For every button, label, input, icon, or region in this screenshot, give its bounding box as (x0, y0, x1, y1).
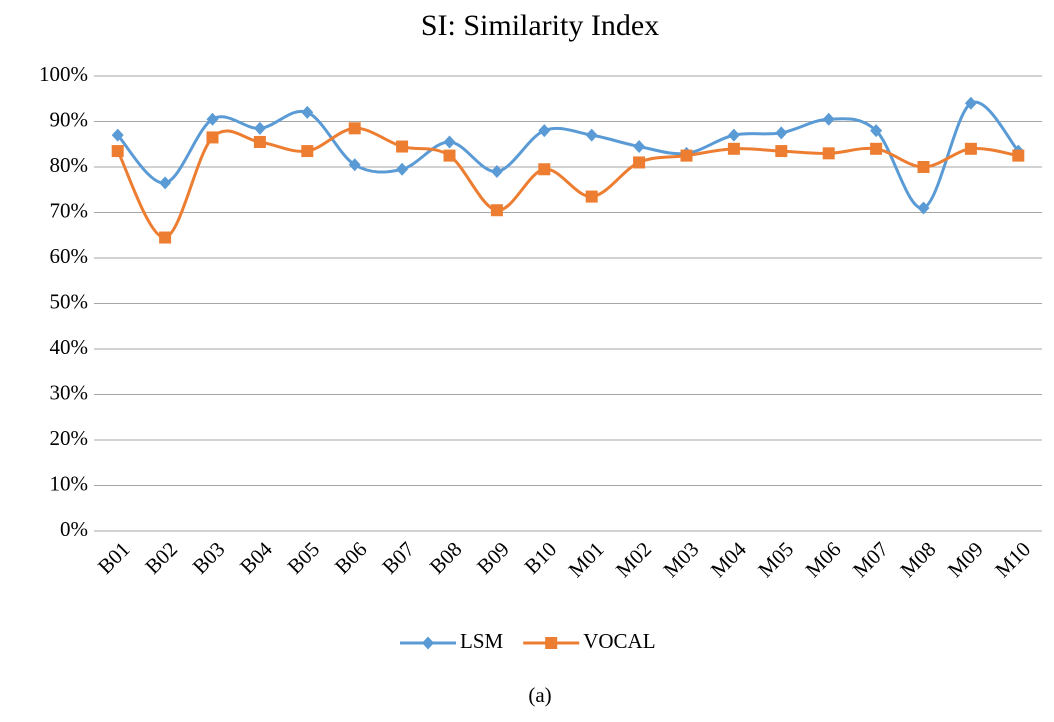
y-tick-label: 50% (50, 289, 89, 313)
marker (159, 176, 172, 190)
x-tick-label: M09 (943, 537, 988, 582)
x-tick-label: B06 (330, 537, 372, 579)
x-tick-label: M07 (848, 537, 893, 582)
x-tick-label: B03 (188, 537, 230, 579)
legend-label: LSM (460, 629, 504, 653)
y-tick-label: 80% (50, 153, 89, 177)
y-tick-label: 30% (50, 380, 89, 404)
y-tick-label: 60% (50, 244, 89, 268)
series-line (116, 100, 1020, 210)
x-tick-label: B10 (520, 537, 562, 579)
marker (964, 96, 977, 110)
marker (775, 126, 788, 140)
marker (822, 112, 835, 126)
marker (396, 162, 409, 176)
marker (585, 128, 598, 142)
y-tick-label: 100% (39, 62, 88, 86)
marker (490, 165, 503, 179)
marker (348, 122, 361, 135)
marker (917, 161, 930, 173)
y-tick-label: 0% (60, 517, 88, 541)
marker (1012, 149, 1025, 162)
legend-item: LSM (400, 629, 504, 653)
x-tick-label: M08 (895, 537, 940, 582)
legend-item: VOCAL (523, 629, 656, 653)
marker (443, 149, 456, 162)
marker (870, 142, 883, 155)
series-line (116, 126, 1019, 240)
marker (301, 105, 314, 119)
x-tick-label: M03 (658, 537, 703, 582)
x-tick-label: B05 (283, 537, 325, 579)
x-tick-label: M05 (753, 537, 798, 582)
marker (538, 163, 551, 176)
marker (301, 145, 314, 158)
y-tick-label: 70% (50, 198, 89, 222)
legend-label: VOCAL (583, 629, 655, 653)
marker (206, 131, 219, 144)
marker (253, 121, 266, 135)
x-tick-label: B09 (472, 537, 514, 579)
y-tick-label: 90% (50, 107, 89, 131)
x-tick-label: M06 (801, 537, 846, 582)
marker (633, 156, 646, 169)
marker (253, 135, 266, 148)
y-tick-label: 20% (50, 426, 89, 450)
marker (917, 201, 930, 215)
x-tick-label: M04 (706, 537, 751, 582)
x-tick-label: B08 (425, 537, 467, 579)
x-tick-label: M10 (990, 537, 1035, 582)
marker (348, 158, 361, 172)
x-tick-label: B07 (377, 537, 419, 579)
x-tick-label: M02 (611, 537, 656, 582)
marker (633, 140, 646, 154)
marker (870, 124, 883, 138)
marker (727, 128, 740, 142)
x-tick-label: B04 (235, 537, 277, 579)
marker (159, 231, 172, 244)
marker (964, 142, 977, 155)
y-tick-label: 10% (50, 471, 89, 495)
legend-marker (545, 637, 558, 649)
caption: (a) (528, 683, 551, 707)
marker (111, 145, 124, 158)
x-tick-label: B02 (140, 537, 182, 579)
marker (585, 190, 598, 203)
x-tick-label: B01 (93, 537, 135, 579)
legend-marker (422, 636, 434, 650)
marker (111, 128, 124, 142)
marker (680, 149, 693, 162)
x-tick-label: M01 (564, 537, 609, 582)
chart-title: SI: Similarity Index (421, 9, 659, 42)
marker (396, 140, 409, 153)
marker (822, 147, 835, 160)
marker (538, 124, 551, 138)
marker (727, 142, 740, 155)
y-tick-label: 40% (50, 335, 89, 359)
marker (490, 204, 503, 217)
marker (206, 112, 219, 126)
marker (775, 145, 788, 158)
marker (443, 135, 456, 149)
